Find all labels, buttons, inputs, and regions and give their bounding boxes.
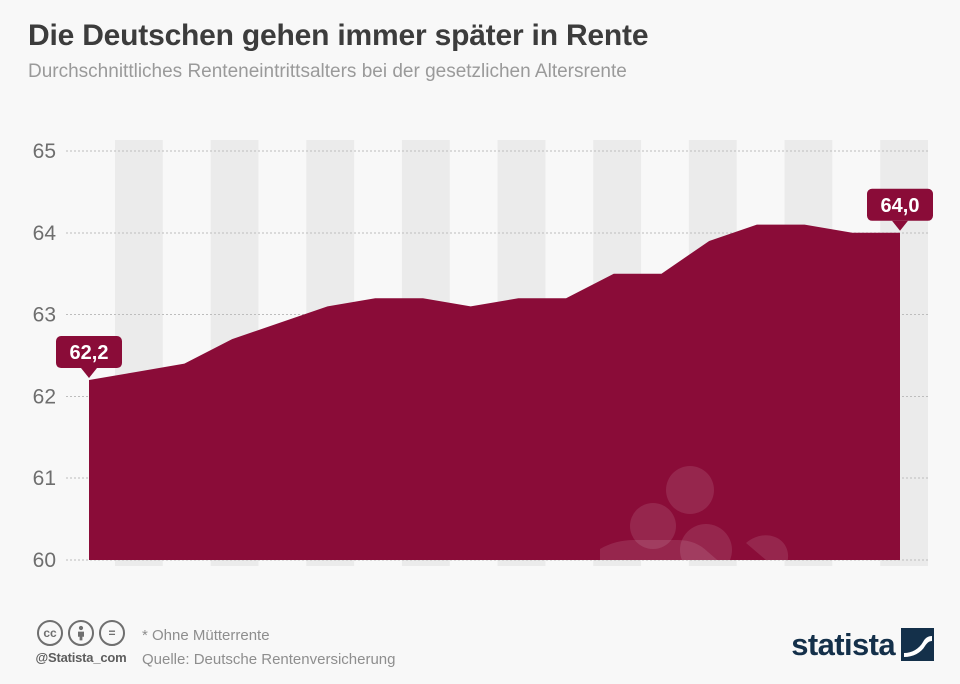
x-tick-label: ’10 [652,578,677,580]
y-tick-label: 63 [33,304,56,327]
page-subtitle: Durchschnittliches Renteneintrittsalters… [28,61,627,82]
x-tick-label: ’02 [270,578,295,580]
cc-icon: cc [37,620,63,646]
chart-series-area [89,224,900,561]
x-tick-label: 1999 [118,578,160,580]
hand-coins-watermark [551,466,789,561]
y-axis-labels: 60 61 62 63 64 65 [33,140,57,572]
person-glyph [78,625,84,641]
x-tick-label: ’15* [888,578,921,580]
y-tick-label: 65 [33,140,56,163]
data-label-callout: 64,0 [867,188,933,231]
statista-mark-icon [901,628,934,661]
statista-wordmark: statista [791,627,895,662]
x-tick-label: ’01 [222,578,247,580]
data-label-callout: 62,2 [56,336,122,379]
footnote: * Ohne Mütterrente [142,627,270,644]
source-line: Quelle: Deutsche Rentenversicherung [142,651,396,668]
x-tick-label: ’12 [748,578,773,580]
x-tick-label: ’06 [461,578,486,580]
cc-icon-row: cc = [26,620,136,646]
x-tick-label: ’00 [174,578,199,580]
x-tick-label: ’14* [840,578,873,580]
x-tick-label: ’13 [796,578,821,580]
footer-notes: * Ohne Mütterrente Quelle: Deutsche Rent… [142,624,395,672]
x-tick-label: ’11 [701,578,725,580]
attribution-icon [68,620,94,646]
page-title: Die Deutschen gehen immer später in Rent… [28,19,649,52]
statista-logo[interactable]: statista [791,628,934,661]
y-tick-label: 60 [33,549,56,572]
header: Die Deutschen gehen immer später in Rent… [28,18,928,84]
x-tick-label: ’07 [509,578,534,580]
x-tick-label: ’03 [318,578,343,580]
x-tick-label: ’09 [604,578,629,580]
swoosh-glyph [901,628,934,661]
x-axis-labels: 1999 ’00 ’01 ’02 ’03 ’04 ’05 ’06 ’07 ’08 ’09 ’10 ’11… [118,578,930,580]
data-label-callouts: 62,2 64,0 [56,188,933,379]
y-tick-label: 62 [33,385,56,408]
statista-handle: @Statista_com [35,650,127,665]
y-tick-label: 64 [33,222,57,245]
data-label-value: 64,0 [881,195,920,217]
x-tick-label: ’08 [557,578,582,580]
area-chart: 60 61 62 63 64 65 1999 ’00 ’01 ’02 ’03 ’04 ’05 ’06 ’0… [33,140,933,580]
series-path [89,224,900,560]
y-tick-label: 61 [33,467,56,490]
footer: cc = @Statista_com * Ohne Mütterrente Qu… [0,600,960,684]
no-derivatives-icon: = [99,620,125,646]
x-tick-label: ’04 [365,578,391,580]
x-tick-label: ’05 [413,578,438,580]
chart-area: 60 61 62 63 64 65 1999 ’00 ’01 ’02 ’03 ’04 ’05 ’06 ’0… [0,140,960,580]
x-tick-label: 2016* [879,578,929,580]
data-label-value: 62,2 [70,342,109,364]
creative-commons-block: cc = @Statista_com [26,620,136,665]
